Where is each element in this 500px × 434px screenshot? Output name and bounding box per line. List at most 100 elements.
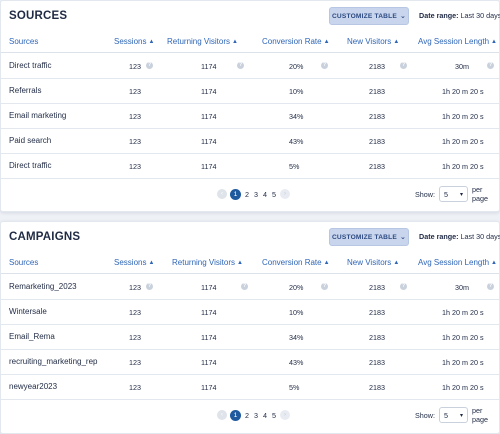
conversion-rate-cell: 10% xyxy=(289,308,304,317)
campaigns-title: CAMPAIGNS xyxy=(9,231,81,243)
column-header-avg-session-length[interactable]: Avg Session Length ▲ xyxy=(418,37,497,46)
help-icon[interactable]: ? xyxy=(487,62,494,69)
column-header-new-visitors[interactable]: New Visitors ▲ xyxy=(347,258,400,267)
pagination: ‹ 1 2 3 4 5 › xyxy=(217,409,290,421)
sort-icon[interactable]: ▲ xyxy=(393,39,400,45)
table-row: Remarketing_2023 123 1174 20% 2183 30m xyxy=(1,275,499,300)
customize-table-label: CUSTOMIZE TABLE xyxy=(331,12,397,20)
help-icon[interactable]: ? xyxy=(321,62,328,69)
help-icon[interactable]: ? xyxy=(321,283,328,290)
page-2[interactable]: 2 xyxy=(245,410,249,420)
sources-header: SOURCES CUSTOMIZE TABLE ⌄ Date range: La… xyxy=(1,1,500,31)
help-icon[interactable]: ? xyxy=(400,283,407,290)
sort-icon[interactable]: ▲ xyxy=(323,39,330,45)
per-page-value: 5 xyxy=(443,410,448,420)
sessions-cell: 123 xyxy=(129,137,141,146)
row-name: Referrals xyxy=(9,86,42,95)
campaigns-card: CAMPAIGNS CUSTOMIZE TABLE ⌄ Date range: … xyxy=(0,221,500,434)
row-name: Direct traffic xyxy=(9,161,52,170)
date-range: Date range: Last 30 days xyxy=(419,232,500,241)
next-page-icon[interactable]: › xyxy=(280,189,290,199)
returning-visitors-cell: 1174 xyxy=(201,383,217,392)
avg-session-length-cell: 1h 20 m 20 s xyxy=(442,137,484,146)
sessions-cell: 123 xyxy=(129,333,141,342)
help-icon[interactable]: ? xyxy=(400,62,407,69)
avg-session-length-cell: 1h 20 m 20 s xyxy=(442,308,484,317)
conversion-rate-cell: 34% xyxy=(289,333,304,342)
sessions-cell: 123 xyxy=(129,308,141,317)
column-header-returning-visitors[interactable]: Returning Visitors ▲ xyxy=(172,258,243,267)
page-4[interactable]: 4 xyxy=(263,410,267,420)
sessions-cell: 123 xyxy=(129,162,141,171)
returning-visitors-cell: 1174 xyxy=(201,112,217,121)
date-range: Date range: Last 30 days xyxy=(419,11,500,20)
prev-page-icon[interactable]: ‹ xyxy=(217,189,227,199)
conversion-rate-cell: 20% xyxy=(289,62,304,71)
help-icon[interactable]: ? xyxy=(487,283,494,290)
table-row: newyear2023 123 1174 5% 2183 1h 20 m 20 … xyxy=(1,375,499,400)
customize-table-button[interactable]: CUSTOMIZE TABLE ⌄ xyxy=(329,7,409,25)
page-5[interactable]: 5 xyxy=(272,189,276,199)
sources-card: SOURCES CUSTOMIZE TABLE ⌄ Date range: La… xyxy=(0,0,500,212)
column-header-conversion-rate[interactable]: Conversion Rate ▲ xyxy=(262,37,330,46)
date-range-value: Last 30 days xyxy=(460,232,500,241)
table-row: Email_Rema 123 1174 34% 2183 1h 20 m 20 … xyxy=(1,325,499,350)
sessions-cell: 123 xyxy=(129,358,141,367)
returning-visitors-cell: 1174 xyxy=(201,162,217,171)
new-visitors-cell: 2183 xyxy=(369,333,385,342)
help-icon[interactable]: ? xyxy=(241,283,248,290)
page-5[interactable]: 5 xyxy=(272,410,276,420)
sort-icon[interactable]: ▲ xyxy=(491,260,497,266)
new-visitors-cell: 2183 xyxy=(369,358,385,367)
new-visitors-cell: 2183 xyxy=(369,383,385,392)
show-label: Show: xyxy=(415,410,435,420)
returning-visitors-cell: 1174 xyxy=(201,137,217,146)
new-visitors-cell: 2183 xyxy=(369,162,385,171)
table-row: Referrals 123 1174 10% 2183 1h 20 m 20 s xyxy=(1,79,499,104)
sort-icon[interactable]: ▲ xyxy=(148,260,155,266)
sort-icon[interactable]: ▲ xyxy=(232,39,238,45)
sort-icon[interactable]: ▲ xyxy=(491,39,497,45)
page-3[interactable]: 3 xyxy=(254,189,258,199)
per-page-value: 5 xyxy=(443,189,448,199)
returning-visitors-cell: 1174 xyxy=(201,308,217,317)
help-icon[interactable]: ? xyxy=(146,62,153,69)
column-header-conversion-rate[interactable]: Conversion Rate ▲ xyxy=(262,258,330,267)
help-icon[interactable]: ? xyxy=(237,62,244,69)
row-name: Wintersale xyxy=(9,307,47,316)
new-visitors-cell: 2183 xyxy=(369,308,385,317)
page-1[interactable]: 1 xyxy=(230,188,241,200)
page-4[interactable]: 4 xyxy=(263,189,267,199)
row-name: newyear2023 xyxy=(9,382,58,391)
avg-session-length-cell: 1h 20 m 20 s xyxy=(442,383,484,392)
sessions-cell: 123 xyxy=(129,87,141,96)
page-1[interactable]: 1 xyxy=(230,409,241,421)
column-header-new-visitors[interactable]: New Visitors ▲ xyxy=(347,37,400,46)
sessions-cell: 123 xyxy=(129,62,141,71)
column-header-sessions[interactable]: Sessions ▲ xyxy=(114,37,155,46)
column-header-avg-session-length[interactable]: Avg Session Length ▲ xyxy=(418,258,497,267)
column-header-returning-visitors[interactable]: Returning Visitors ▲ xyxy=(167,37,238,46)
page-2[interactable]: 2 xyxy=(245,189,249,199)
per-page-select[interactable]: 5 ▾ xyxy=(438,407,469,423)
date-range-value: Last 30 days xyxy=(460,11,500,20)
column-header-sessions[interactable]: Sessions ▲ xyxy=(114,258,155,267)
avg-session-length-cell: 1h 20 m 20 s xyxy=(442,358,484,367)
sort-icon[interactable]: ▲ xyxy=(393,260,400,266)
table-row: recruiting_marketing_rep 123 1174 43% 21… xyxy=(1,350,499,375)
per-page-select[interactable]: 5 ▾ xyxy=(438,186,469,202)
page-3[interactable]: 3 xyxy=(254,410,258,420)
table-row: Direct traffic 123 1174 5% 2183 1h 20 m … xyxy=(1,154,499,179)
row-name: Paid search xyxy=(9,136,52,145)
caret-down-icon: ▾ xyxy=(460,191,464,198)
sort-icon[interactable]: ▲ xyxy=(237,260,243,266)
next-page-icon[interactable]: › xyxy=(280,410,290,420)
sort-icon[interactable]: ▲ xyxy=(148,39,155,45)
sort-icon[interactable]: ▲ xyxy=(323,260,330,266)
customize-table-button[interactable]: CUSTOMIZE TABLE ⌄ xyxy=(329,228,409,246)
column-header-sources[interactable]: Sources xyxy=(9,258,39,267)
row-name: Email_Rema xyxy=(9,332,55,341)
help-icon[interactable]: ? xyxy=(146,283,153,290)
column-header-sources[interactable]: Sources xyxy=(9,37,39,46)
prev-page-icon[interactable]: ‹ xyxy=(217,410,227,420)
